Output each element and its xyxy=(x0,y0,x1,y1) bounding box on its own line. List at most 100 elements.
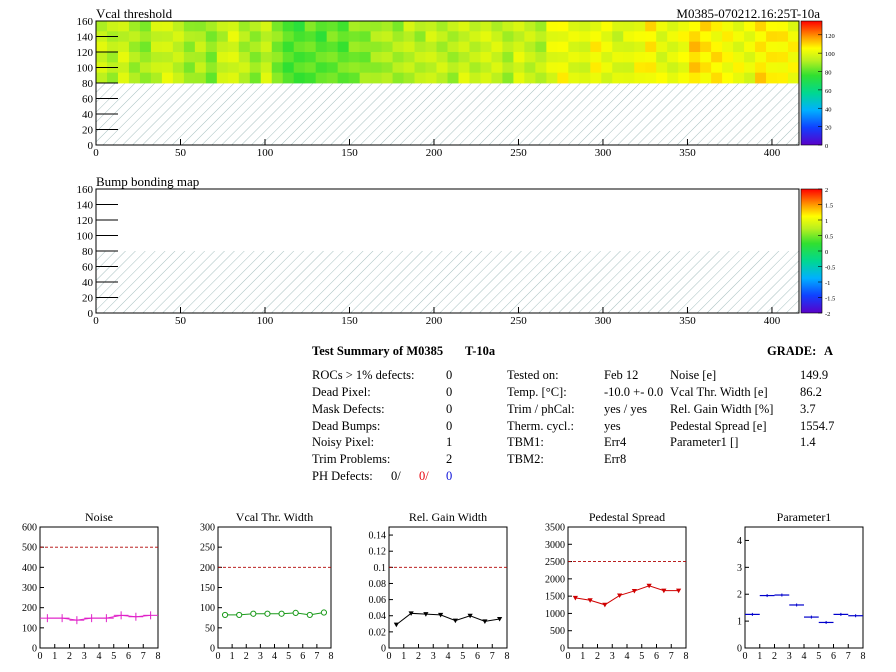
y-tick-label: 2 xyxy=(737,590,742,601)
data-point xyxy=(676,588,682,594)
map-cell xyxy=(249,72,262,84)
map-cell xyxy=(315,72,328,84)
map-cell xyxy=(205,52,218,63)
map-cell xyxy=(117,72,130,84)
x-tick-label: 350 xyxy=(679,147,696,159)
map-cell xyxy=(634,31,646,43)
y-tick-label: 500 xyxy=(550,626,565,637)
x-tick-label: 8 xyxy=(329,651,334,662)
x-tick-label: 4 xyxy=(802,651,807,662)
y-tick-label: 3000 xyxy=(545,540,565,551)
map-cell xyxy=(216,72,229,84)
x-tick-label: 7 xyxy=(141,651,146,662)
x-tick-label: 4 xyxy=(446,651,451,662)
map-cell xyxy=(392,72,404,84)
map-cell xyxy=(733,62,745,74)
map-cell xyxy=(480,31,492,43)
map-cell xyxy=(96,52,108,63)
map-cell xyxy=(304,41,317,53)
map-cell xyxy=(524,41,536,53)
color-scale-label: -1 xyxy=(825,280,830,287)
vcal-threshold-color-scale: 0 20 40 60 80 100 120 xyxy=(800,20,835,150)
x-tick-label: 7 xyxy=(314,651,319,662)
color-scale-label: 0 xyxy=(825,143,828,150)
y-tick-label: 100 xyxy=(22,623,37,634)
x-tick-label: 5 xyxy=(111,651,116,662)
y-tick-label: 0.12 xyxy=(369,547,387,558)
y-tick-label: 20 xyxy=(82,125,94,137)
map-cell xyxy=(271,41,284,53)
map-cell xyxy=(359,21,372,32)
data-point xyxy=(602,602,608,608)
map-cell xyxy=(678,41,690,53)
map-cell xyxy=(458,52,470,63)
map-cell xyxy=(117,21,130,32)
map-cell xyxy=(392,41,404,53)
map-cell xyxy=(755,62,767,74)
map-cell xyxy=(722,62,734,74)
map-cell xyxy=(139,62,152,74)
condition-value: -10.0 +- 0.0 xyxy=(604,385,664,399)
map-cell xyxy=(172,41,185,53)
color-scale-label: 1 xyxy=(825,218,828,225)
map-cell xyxy=(546,41,558,53)
y-tick-label: 300 xyxy=(200,523,215,534)
map-cell xyxy=(326,62,339,74)
map-cell xyxy=(513,41,525,53)
condition-label: Trim / phCal: xyxy=(507,402,575,416)
map-cell xyxy=(645,52,657,63)
y-tick-label: 0 xyxy=(210,644,215,655)
defect-label: Mask Defects: xyxy=(312,402,385,416)
y-tick-label: 600 xyxy=(22,523,37,534)
map-cell xyxy=(436,52,448,63)
result-label: Noise [e] xyxy=(670,368,717,382)
map-cell xyxy=(117,52,130,63)
map-cell xyxy=(106,21,119,32)
map-cell xyxy=(601,21,613,32)
map-cell xyxy=(788,62,800,74)
map-cell xyxy=(623,52,635,63)
y-tick-label: 0 xyxy=(32,644,37,655)
map-cell xyxy=(172,62,185,74)
result-label: Rel. Gain Width [%] xyxy=(670,402,774,416)
map-cell xyxy=(480,62,492,74)
condition-value: Feb 12 xyxy=(604,368,639,382)
chart-title: Rel. Gain Width xyxy=(409,510,487,524)
defect-label: Dead Bumps: xyxy=(312,419,381,433)
map-cell xyxy=(700,41,712,53)
hatched-region xyxy=(96,251,799,313)
map-cell xyxy=(348,52,361,63)
map-cell xyxy=(392,52,404,63)
data-point xyxy=(646,583,652,589)
map-cell xyxy=(689,72,701,84)
x-tick-label: 0 xyxy=(93,147,99,159)
map-cell xyxy=(678,62,690,74)
map-cell xyxy=(667,21,679,32)
map-cell xyxy=(502,31,514,43)
map-cell xyxy=(744,41,756,53)
map-cell xyxy=(194,62,207,74)
y-tick-label: 200 xyxy=(200,563,215,574)
map-cell xyxy=(128,62,141,74)
map-cell xyxy=(491,62,503,74)
map-cell xyxy=(282,62,295,74)
data-point xyxy=(438,612,444,618)
map-cell xyxy=(315,31,328,43)
map-cell xyxy=(337,21,350,32)
x-tick-label: 1 xyxy=(230,651,235,662)
map-cell xyxy=(293,31,306,43)
x-tick-label: 4 xyxy=(97,651,102,662)
color-scale-label: 0 xyxy=(825,249,828,256)
y-tick-label: 0 xyxy=(88,140,94,152)
map-cell xyxy=(326,21,339,32)
map-cell xyxy=(282,31,295,43)
map-cell xyxy=(304,62,317,74)
map-cell xyxy=(161,52,174,63)
map-cell xyxy=(260,62,273,74)
map-cell xyxy=(425,52,437,63)
map-cell xyxy=(458,31,470,43)
map-cell xyxy=(612,72,624,84)
map-cell xyxy=(381,72,393,84)
